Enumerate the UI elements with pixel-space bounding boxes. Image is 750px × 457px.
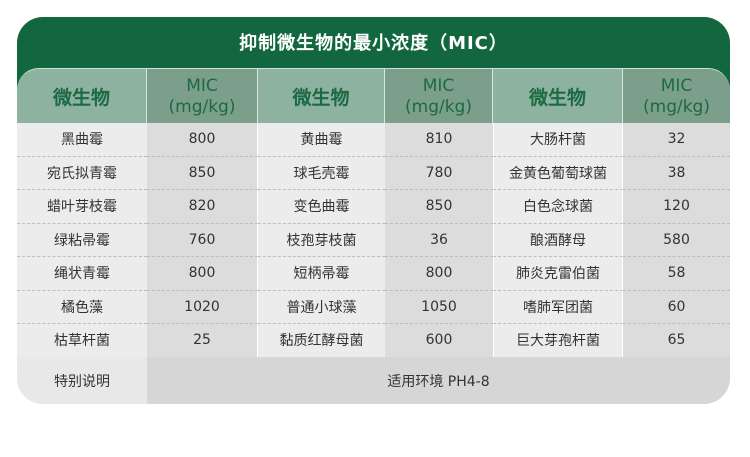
mic-value: 800 <box>385 257 493 291</box>
table-title: 抑制微生物的最小浓度（MIC） <box>239 33 508 54</box>
footer-value: 适用环境 PH4-8 <box>147 357 730 404</box>
table-row: 绿粘帚霉 760 枝孢芽枝菌 36 酿酒酵母 580 <box>17 223 730 257</box>
organism-name: 绳状青霉 <box>17 257 147 291</box>
mic-value: 65 <box>623 324 730 358</box>
mic-value: 810 <box>385 123 493 157</box>
mic-value: 38 <box>623 156 730 190</box>
mic-value: 760 <box>147 223 258 257</box>
organism-name: 黑曲霉 <box>17 123 147 157</box>
table-footer: 特别说明 适用环境 PH4-8 <box>17 357 730 404</box>
mic-value: 25 <box>147 324 258 358</box>
footer-label: 特别说明 <box>17 357 147 404</box>
header-mic-unit: (mg/kg) <box>168 96 236 117</box>
mic-value: 32 <box>623 123 730 157</box>
header-mic-unit-label: MIC <box>186 75 218 96</box>
organism-name: 蜡叶芽枝霉 <box>17 190 147 224</box>
table-row: 蜡叶芽枝霉 820 变色曲霉 850 白色念球菌 120 <box>17 190 730 224</box>
table-header: 微生物 MIC (mg/kg) 微生物 MIC (mg/kg) 微生物 MIC (mg/kg) <box>17 68 730 124</box>
organism-name: 大肠杆菌 <box>493 123 623 157</box>
table-row: 绳状青霉 800 短柄帚霉 800 肺炎克雷伯菌 58 <box>17 257 730 291</box>
mic-value: 600 <box>385 324 493 358</box>
organism-name: 巨大芽孢杆菌 <box>493 324 623 358</box>
table-body: 黑曲霉 800 黄曲霉 810 大肠杆菌 32 宛氏拟青霉 850 球毛壳霉 780 金黄色葡萄球菌… <box>17 123 730 358</box>
mic-table-card: 抑制微生物的最小浓度（MIC） 微生物 MIC (mg/kg) 微生物 MIC (mg/k… <box>17 17 730 404</box>
table-row: 橘色藻 1020 普通小球藻 1050 嗜肺军团菌 60 <box>17 290 730 324</box>
mic-value: 60 <box>623 290 730 324</box>
mic-value: 800 <box>147 257 258 291</box>
organism-name: 黄曲霉 <box>258 123 385 157</box>
organism-name: 酿酒酵母 <box>493 223 623 257</box>
organism-name: 球毛壳霉 <box>258 156 385 190</box>
header-mic: MIC (mg/kg) <box>147 69 258 124</box>
header-mic: MIC (mg/kg) <box>385 69 493 124</box>
header-mic-unit: (mg/kg) <box>405 96 472 117</box>
header-mic-unit: (mg/kg) <box>643 96 710 117</box>
mic-value: 120 <box>623 190 730 224</box>
organism-name: 金黄色葡萄球菌 <box>493 156 623 190</box>
header-mic: MIC (mg/kg) <box>623 69 730 124</box>
header-organism: 微生物 <box>258 69 385 124</box>
organism-name: 宛氏拟青霉 <box>17 156 147 190</box>
organism-name: 短柄帚霉 <box>258 257 385 291</box>
mic-value: 1050 <box>385 290 493 324</box>
header-organism: 微生物 <box>17 69 147 124</box>
organism-name: 绿粘帚霉 <box>17 223 147 257</box>
header-mic-unit-label: MIC <box>660 75 693 96</box>
organism-name: 黏质红酵母菌 <box>258 324 385 358</box>
table-row: 宛氏拟青霉 850 球毛壳霉 780 金黄色葡萄球菌 38 <box>17 156 730 190</box>
mic-value: 58 <box>623 257 730 291</box>
organism-name: 枯草杆菌 <box>17 324 147 358</box>
table-row: 黑曲霉 800 黄曲霉 810 大肠杆菌 32 <box>17 123 730 157</box>
organism-name: 橘色藻 <box>17 290 147 324</box>
mic-value: 580 <box>623 223 730 257</box>
mic-value: 1020 <box>147 290 258 324</box>
organism-name: 变色曲霉 <box>258 190 385 224</box>
organism-name: 肺炎克雷伯菌 <box>493 257 623 291</box>
organism-name: 枝孢芽枝菌 <box>258 223 385 257</box>
header-organism: 微生物 <box>493 69 623 124</box>
table-row: 枯草杆菌 25 黏质红酵母菌 600 巨大芽孢杆菌 65 <box>17 324 730 358</box>
organism-name: 白色念球菌 <box>493 190 623 224</box>
header-mic-unit-label: MIC <box>422 75 455 96</box>
organism-name: 普通小球藻 <box>258 290 385 324</box>
mic-value: 850 <box>385 190 493 224</box>
mic-value: 36 <box>385 223 493 257</box>
mic-value: 800 <box>147 123 258 157</box>
organism-name: 嗜肺军团菌 <box>493 290 623 324</box>
mic-value: 850 <box>147 156 258 190</box>
mic-value: 780 <box>385 156 493 190</box>
mic-value: 820 <box>147 190 258 224</box>
